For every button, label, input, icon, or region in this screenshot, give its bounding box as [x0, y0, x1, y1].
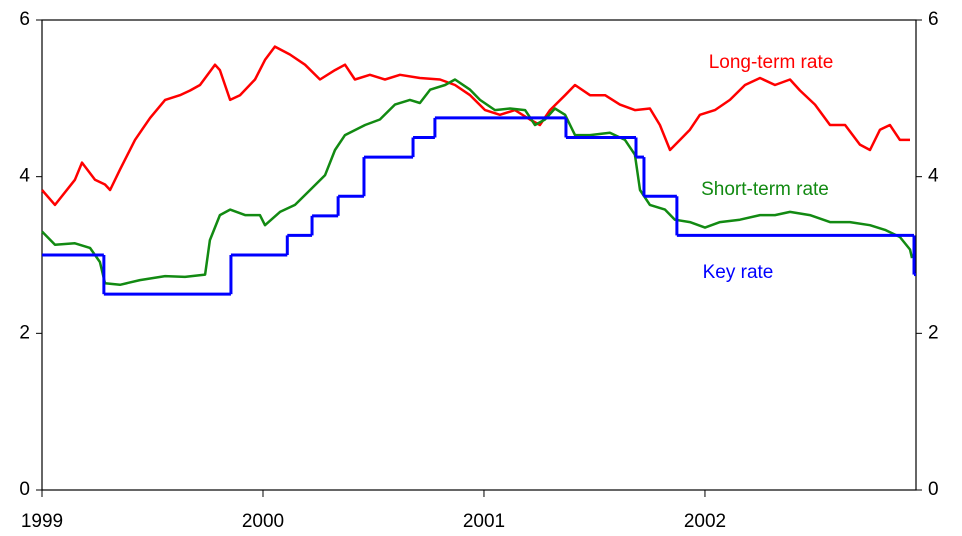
y2-tick-label: 4: [928, 166, 939, 187]
x-tick-label: 2000: [242, 511, 284, 532]
y2-tick-label: 0: [928, 479, 939, 500]
x-tick-label: 2001: [463, 511, 505, 532]
y-tick-label: 0: [19, 479, 30, 500]
series-line: [41, 45, 910, 207]
y2-tick-label: 6: [928, 9, 939, 30]
series-line: [41, 78, 914, 287]
y2-tick-label: 2: [928, 322, 939, 343]
x-tick-label: 2002: [684, 511, 726, 532]
series-label: Short-term rate: [701, 179, 829, 200]
y-tick-label: 4: [19, 166, 30, 187]
series-label: Long-term rate: [709, 52, 834, 73]
y-tick-label: 2: [19, 322, 30, 343]
y-tick-label: 6: [19, 9, 30, 30]
plot-frame: [41, 19, 917, 491]
series-label: Key rate: [703, 262, 774, 283]
x-tick-label: 1999: [21, 511, 63, 532]
